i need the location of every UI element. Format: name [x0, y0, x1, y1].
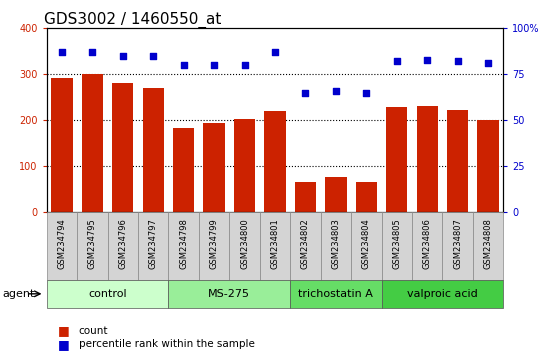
- Text: GSM234797: GSM234797: [148, 218, 158, 269]
- Point: [210, 62, 218, 68]
- Bar: [173, 128, 194, 212]
- Text: GSM234804: GSM234804: [362, 218, 371, 269]
- Bar: [47, 280, 168, 308]
- Bar: [168, 212, 199, 280]
- Bar: [234, 119, 255, 212]
- Bar: [477, 120, 499, 212]
- Point: [240, 62, 249, 68]
- Point: [301, 90, 310, 96]
- Point: [58, 50, 67, 55]
- Text: GSM234802: GSM234802: [301, 218, 310, 269]
- Text: valproic acid: valproic acid: [407, 289, 478, 299]
- Point: [332, 88, 340, 94]
- Bar: [382, 212, 412, 280]
- Bar: [108, 212, 138, 280]
- Text: GSM234800: GSM234800: [240, 218, 249, 269]
- Point: [271, 50, 279, 55]
- Text: GSM234798: GSM234798: [179, 218, 188, 269]
- Point: [88, 50, 97, 55]
- Point: [362, 90, 371, 96]
- Text: GSM234794: GSM234794: [57, 218, 67, 269]
- Bar: [142, 88, 164, 212]
- Point: [483, 61, 492, 66]
- Text: GSM234803: GSM234803: [331, 218, 340, 269]
- Bar: [138, 212, 168, 280]
- Bar: [112, 82, 134, 212]
- Bar: [416, 105, 438, 212]
- Point: [392, 59, 401, 64]
- Bar: [290, 212, 321, 280]
- Text: agent: agent: [3, 289, 35, 299]
- Bar: [260, 212, 290, 280]
- Bar: [265, 111, 285, 212]
- Bar: [321, 212, 351, 280]
- Text: GSM234801: GSM234801: [271, 218, 279, 269]
- Bar: [473, 212, 503, 280]
- Bar: [51, 78, 73, 212]
- Text: GSM234795: GSM234795: [88, 218, 97, 269]
- Bar: [204, 123, 225, 212]
- Text: GSM234808: GSM234808: [483, 218, 493, 269]
- Bar: [168, 280, 290, 308]
- Text: trichostatin A: trichostatin A: [299, 289, 373, 299]
- Bar: [199, 212, 229, 280]
- Bar: [382, 280, 503, 308]
- Text: ■: ■: [58, 325, 69, 337]
- Bar: [386, 108, 408, 212]
- Text: control: control: [89, 289, 127, 299]
- Text: GSM234807: GSM234807: [453, 218, 462, 269]
- Bar: [356, 183, 377, 212]
- Bar: [325, 177, 347, 212]
- Text: MS-275: MS-275: [208, 289, 250, 299]
- Text: percentile rank within the sample: percentile rank within the sample: [79, 339, 255, 349]
- Bar: [295, 183, 316, 212]
- Bar: [351, 212, 382, 280]
- Text: GSM234805: GSM234805: [392, 218, 402, 269]
- Text: GSM234799: GSM234799: [210, 218, 219, 269]
- Point: [179, 62, 188, 68]
- Bar: [442, 212, 473, 280]
- Bar: [47, 212, 77, 280]
- Point: [149, 53, 158, 59]
- Bar: [77, 212, 108, 280]
- Bar: [82, 74, 103, 212]
- Text: GDS3002 / 1460550_at: GDS3002 / 1460550_at: [45, 12, 222, 28]
- Text: GSM234796: GSM234796: [118, 218, 128, 269]
- Text: count: count: [79, 326, 108, 336]
- Bar: [412, 212, 442, 280]
- Bar: [229, 212, 260, 280]
- Text: GSM234806: GSM234806: [422, 218, 432, 269]
- Text: ■: ■: [58, 338, 69, 350]
- Point: [118, 53, 127, 59]
- Point: [423, 57, 432, 62]
- Bar: [290, 280, 382, 308]
- Point: [453, 59, 462, 64]
- Bar: [447, 110, 468, 212]
